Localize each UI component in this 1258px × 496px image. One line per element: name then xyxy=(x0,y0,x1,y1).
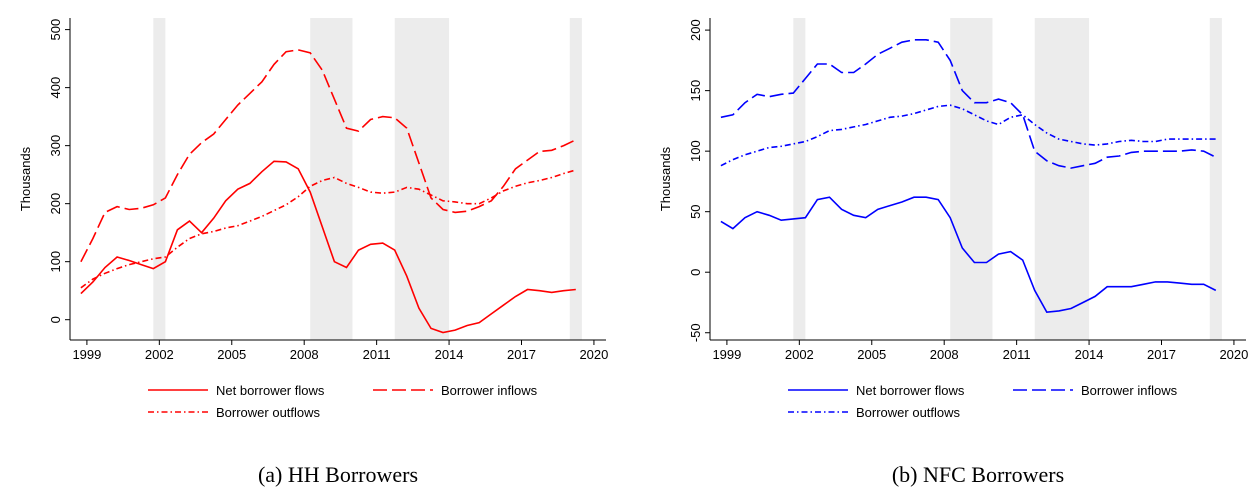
series-line xyxy=(80,160,576,334)
x-tick-label: 2002 xyxy=(145,347,174,362)
legend-label: Net borrower flows xyxy=(856,383,965,398)
y-tick-label: 400 xyxy=(48,77,63,99)
legend-label: Net borrower flows xyxy=(216,383,325,398)
x-tick-label: 2005 xyxy=(217,347,246,362)
x-tick-label: 2017 xyxy=(507,347,536,362)
x-tick-label: 2017 xyxy=(1147,347,1176,362)
legend-label: Borrower outflows xyxy=(856,405,961,420)
x-tick-label: 2020 xyxy=(579,347,608,362)
shaded-period xyxy=(394,18,450,340)
y-tick-label: 150 xyxy=(688,80,703,102)
shaded-period xyxy=(950,18,993,340)
legend-label: Borrower outflows xyxy=(216,405,321,420)
shaded-period xyxy=(1034,18,1090,340)
x-tick-label: 2014 xyxy=(435,347,464,362)
y-tick-label: -50 xyxy=(688,323,703,342)
x-tick-label: 2014 xyxy=(1075,347,1104,362)
legend-label: Borrower inflows xyxy=(441,383,538,398)
y-tick-label: 200 xyxy=(48,193,63,215)
shaded-period xyxy=(153,18,166,340)
y-tick-label: 100 xyxy=(48,251,63,273)
x-tick-label: 1999 xyxy=(72,347,101,362)
shaded-period xyxy=(1209,18,1222,340)
x-tick-label: 2011 xyxy=(1003,347,1031,362)
x-tick-label: 2005 xyxy=(857,347,886,362)
y-tick-label: 200 xyxy=(688,19,703,41)
x-tick-label: 2011 xyxy=(363,347,391,362)
y-tick-label: 500 xyxy=(48,19,63,41)
caption: (a) HH Borrowers xyxy=(258,462,418,487)
x-tick-label: 2008 xyxy=(930,347,959,362)
series-line xyxy=(80,169,577,289)
y-axis-label: Thousands xyxy=(658,146,673,211)
y-tick-label: 0 xyxy=(688,269,703,276)
legend-label: Borrower inflows xyxy=(1081,383,1178,398)
x-tick-label: 2002 xyxy=(785,347,814,362)
x-tick-label: 2020 xyxy=(1219,347,1248,362)
x-tick-label: 2008 xyxy=(290,347,319,362)
caption: (b) NFC Borrowers xyxy=(892,462,1064,487)
shaded-period xyxy=(793,18,806,340)
y-tick-label: 50 xyxy=(688,204,703,218)
shaded-period xyxy=(569,18,582,340)
x-tick-label: 1999 xyxy=(712,347,741,362)
series-line xyxy=(720,196,1217,314)
y-tick-label: 300 xyxy=(48,135,63,157)
series-line xyxy=(80,49,577,263)
y-axis-label: Thousands xyxy=(18,146,33,211)
y-tick-label: 100 xyxy=(688,140,703,162)
y-tick-label: 0 xyxy=(48,316,63,323)
series-line xyxy=(720,104,1216,167)
shaded-period xyxy=(310,18,353,340)
series-line xyxy=(720,39,1217,169)
